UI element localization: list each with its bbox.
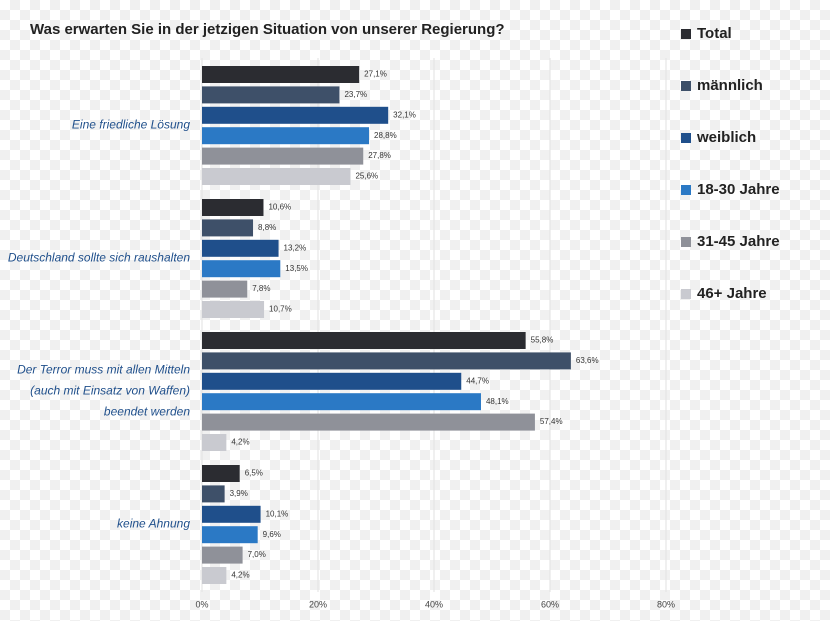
bar bbox=[202, 567, 227, 584]
value-label: 4,2% bbox=[231, 571, 249, 580]
value-label: 8,8% bbox=[258, 223, 276, 232]
value-label: 23,7% bbox=[344, 90, 367, 99]
value-label: 9,6% bbox=[263, 530, 281, 539]
bar bbox=[202, 526, 258, 544]
x-tick-label: 60% bbox=[541, 599, 559, 609]
legend-swatch bbox=[681, 29, 691, 39]
category-label: Der Terror muss mit allen Mitteln (auch … bbox=[17, 362, 190, 419]
value-label: 7,8% bbox=[252, 284, 270, 293]
bar bbox=[202, 332, 526, 349]
value-label: 3,9% bbox=[230, 489, 248, 498]
bar bbox=[202, 219, 254, 237]
value-label: 6,5% bbox=[245, 469, 263, 478]
value-label: 28,8% bbox=[374, 131, 397, 140]
bar bbox=[202, 168, 351, 185]
bar bbox=[202, 199, 264, 216]
value-label: 10,7% bbox=[269, 305, 292, 314]
value-label: 7,0% bbox=[248, 550, 266, 559]
legend-swatch bbox=[681, 133, 691, 143]
bar bbox=[202, 485, 225, 503]
value-label: 57,4% bbox=[540, 417, 563, 426]
category-label: Eine friedliche Lösung bbox=[71, 117, 190, 132]
legend-label: 18-30 Jahre bbox=[697, 181, 780, 198]
value-label: 10,1% bbox=[266, 509, 289, 518]
bar bbox=[202, 301, 265, 318]
bar bbox=[202, 106, 389, 124]
value-label: 25,6% bbox=[355, 172, 378, 181]
value-label: 27,1% bbox=[364, 70, 387, 79]
x-tick-label: 80% bbox=[657, 599, 675, 609]
legend-label: männlich bbox=[697, 77, 763, 94]
bar bbox=[202, 413, 535, 431]
value-label: 63,6% bbox=[576, 356, 599, 365]
value-label: 10,6% bbox=[268, 203, 291, 212]
bar bbox=[202, 147, 364, 165]
bar bbox=[202, 86, 340, 104]
bar bbox=[202, 260, 281, 278]
bar bbox=[202, 505, 261, 523]
bar bbox=[202, 280, 248, 298]
bar bbox=[202, 434, 227, 451]
bar bbox=[202, 393, 481, 411]
value-label: 48,1% bbox=[486, 397, 509, 406]
bar bbox=[202, 546, 243, 564]
value-label: 32,1% bbox=[393, 110, 416, 119]
legend-label: 46+ Jahre bbox=[697, 285, 767, 302]
legend-label: Total bbox=[697, 25, 732, 42]
legend-label: 31-45 Jahre bbox=[697, 233, 780, 250]
value-label: 44,7% bbox=[466, 376, 489, 385]
legend-label: weiblich bbox=[696, 129, 756, 146]
bar bbox=[202, 372, 462, 390]
category-label: keine Ahnung bbox=[117, 516, 190, 531]
legend-swatch bbox=[681, 237, 691, 247]
bar bbox=[202, 127, 370, 145]
value-label: 13,5% bbox=[285, 264, 308, 273]
legend-swatch bbox=[681, 81, 691, 91]
bar bbox=[202, 66, 360, 83]
legend-swatch bbox=[681, 185, 691, 195]
value-label: 13,2% bbox=[284, 243, 307, 252]
x-tick-label: 40% bbox=[425, 599, 443, 609]
legend-swatch bbox=[681, 289, 691, 299]
chart-title: Was erwarten Sie in der jetzigen Situati… bbox=[30, 21, 505, 38]
x-tick-label: 20% bbox=[309, 599, 327, 609]
value-label: 4,2% bbox=[231, 438, 249, 447]
value-label: 55,8% bbox=[531, 336, 554, 345]
bar bbox=[202, 352, 571, 370]
value-label: 27,8% bbox=[368, 151, 391, 160]
category-label: Deutschland sollte sich raushalten bbox=[7, 250, 190, 265]
bar bbox=[202, 239, 279, 257]
x-tick-label: 0% bbox=[195, 599, 208, 609]
bar bbox=[202, 465, 240, 482]
